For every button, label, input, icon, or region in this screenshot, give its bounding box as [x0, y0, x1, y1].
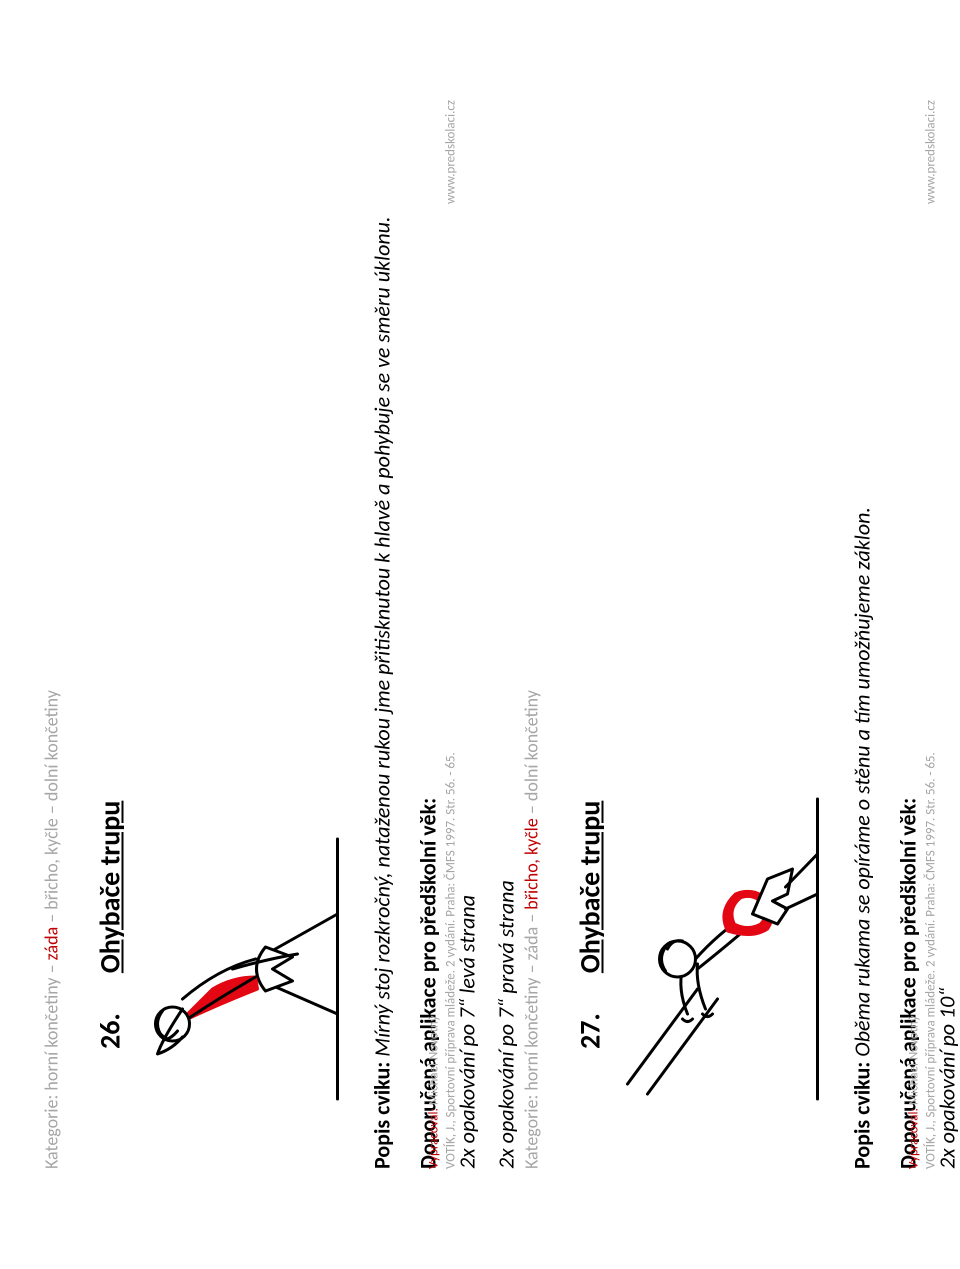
description-label: Popis cviku: [848, 1062, 875, 1169]
description-text: Oběma rukama se opíráme o stěnu a tím um… [848, 507, 875, 1062]
category-line: Kategorie: horní končetiny – záda – břic… [40, 100, 62, 1169]
category-prefix: Kategorie: [40, 1091, 62, 1169]
footer-citation: VOTÍK, J., Sportovní příprava mládeže. 2… [923, 752, 940, 1169]
exercise-number: 27. [572, 1013, 607, 1049]
category-p1: horní končetiny [520, 977, 542, 1090]
exercise-number: 26. [92, 1013, 127, 1049]
footer-author-name: Michael Novotný [906, 1015, 921, 1105]
illustration [617, 100, 827, 1109]
exercise-title: Ohybače trupu [572, 801, 607, 973]
footer-site: www.predskolaci.cz [923, 100, 940, 204]
exercise-card-27: Kategorie: horní končetiny – záda – břic… [86, 395, 960, 875]
category-p4: dolní končetiny [40, 690, 62, 801]
card-inner: Kategorie: horní končetiny – záda – břic… [480, 0, 960, 1269]
exercise-description: Popis cviku: Oběma rukama se opíráme o s… [847, 100, 877, 1169]
exercise-figure-27 [617, 789, 827, 1109]
footer-author-label: Vypracoval: [906, 1105, 921, 1169]
description-label: Popis cviku: [368, 1062, 395, 1169]
category-line: Kategorie: horní končetiny – záda – břic… [520, 100, 542, 1169]
category-p3: břicho, kyčle [40, 818, 62, 909]
category-p2: záda [40, 927, 62, 961]
category-prefix: Kategorie: [520, 1091, 542, 1169]
footer-author: Vypracoval: Michael Novotný [906, 100, 923, 1169]
category-p1: horní končetiny [40, 977, 62, 1090]
category-p4: dolní končetiny [520, 690, 542, 801]
category-p2: záda [520, 927, 542, 961]
exercise-heading: 27. Ohybače trupu [572, 100, 607, 1049]
footer-author-label: Vypracoval: [426, 1105, 441, 1169]
category-sep3: – [520, 801, 542, 818]
category-sep1: – [40, 960, 62, 977]
category-sep2: – [520, 910, 542, 927]
category-sep3: – [40, 801, 62, 818]
footer-author-name: Michael Novotný [426, 1015, 441, 1105]
category-sep2: – [40, 910, 62, 927]
category-p3: břicho, kyčle [520, 818, 542, 909]
category-sep1: – [520, 960, 542, 977]
footer-row2: VOTÍK, J., Sportovní příprava mládeže. 2… [923, 100, 940, 1169]
footer-site: www.predskolaci.cz [443, 100, 460, 204]
footer: Vypracoval: Michael Novotný VOTÍK, J., S… [906, 100, 940, 1169]
